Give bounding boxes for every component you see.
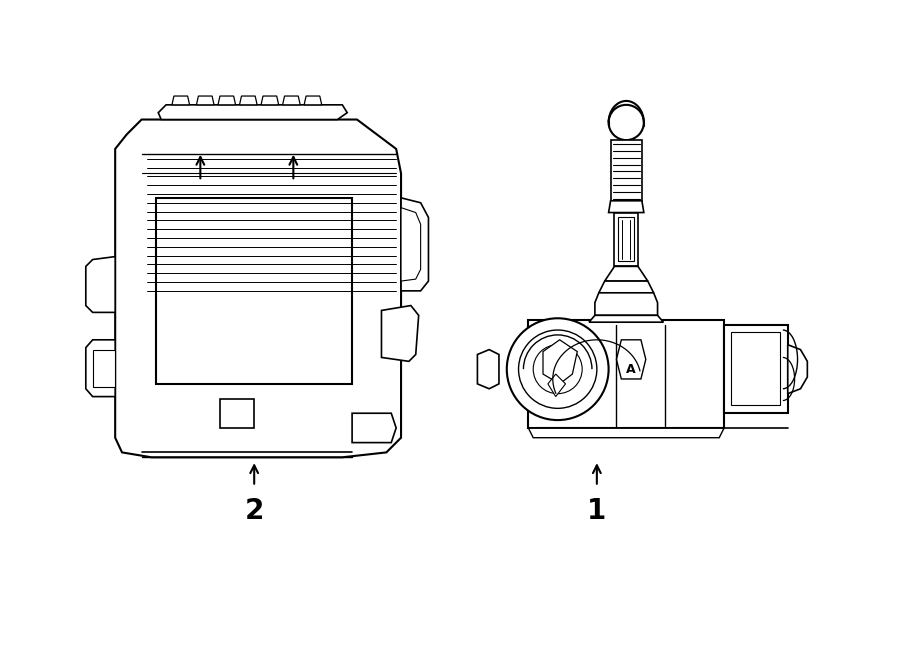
Polygon shape [548, 374, 565, 397]
Polygon shape [477, 350, 499, 389]
Polygon shape [239, 96, 257, 105]
Circle shape [518, 330, 597, 408]
Circle shape [533, 345, 582, 394]
Polygon shape [218, 96, 236, 105]
Bar [615, 213, 638, 266]
Polygon shape [283, 96, 301, 105]
Polygon shape [401, 198, 428, 291]
Polygon shape [304, 96, 321, 105]
Bar [610, 140, 642, 201]
Bar [724, 325, 788, 413]
Polygon shape [543, 340, 577, 384]
Polygon shape [788, 345, 807, 394]
Polygon shape [196, 96, 214, 105]
Polygon shape [158, 105, 347, 120]
Text: 1: 1 [587, 497, 607, 525]
Text: A: A [626, 363, 636, 375]
Circle shape [507, 318, 608, 420]
Bar [618, 217, 634, 261]
Bar [220, 399, 254, 428]
Polygon shape [589, 315, 663, 322]
Polygon shape [352, 413, 396, 443]
Polygon shape [261, 96, 279, 105]
Polygon shape [115, 120, 401, 457]
Bar [157, 198, 352, 384]
Polygon shape [86, 340, 115, 397]
Bar [93, 350, 115, 387]
Polygon shape [172, 96, 190, 105]
Circle shape [608, 105, 644, 140]
Polygon shape [86, 257, 115, 312]
Polygon shape [608, 201, 644, 213]
Text: 2: 2 [245, 497, 264, 525]
Polygon shape [616, 340, 646, 379]
Polygon shape [528, 428, 724, 438]
Polygon shape [598, 281, 653, 293]
Polygon shape [401, 208, 420, 281]
Polygon shape [382, 306, 418, 361]
Bar [528, 320, 724, 428]
Polygon shape [605, 266, 648, 281]
Polygon shape [595, 293, 658, 315]
Bar [731, 332, 780, 405]
